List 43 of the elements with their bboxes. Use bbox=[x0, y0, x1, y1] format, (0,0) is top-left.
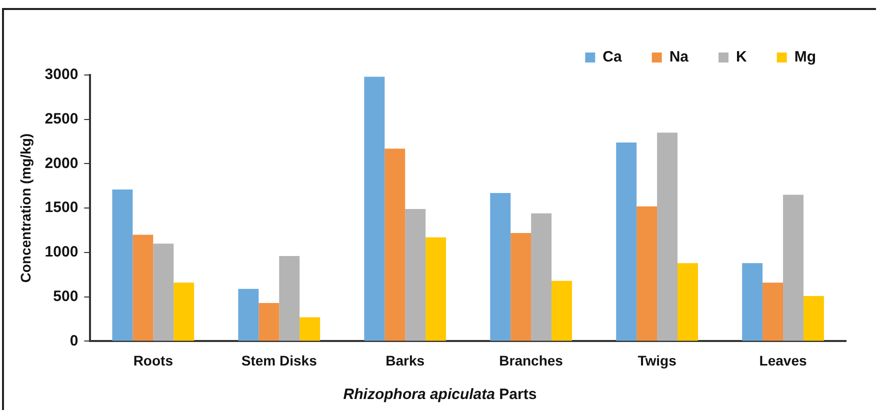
bar bbox=[803, 296, 824, 341]
bar bbox=[552, 280, 572, 341]
y-tick-label: 1000 bbox=[44, 244, 78, 261]
x-tick-label: Branches bbox=[499, 352, 564, 368]
bar bbox=[510, 232, 532, 341]
legend-label: K bbox=[736, 48, 748, 66]
bar bbox=[657, 132, 678, 341]
bar bbox=[636, 206, 658, 341]
bar bbox=[258, 303, 280, 341]
bar bbox=[762, 282, 784, 341]
bar bbox=[174, 282, 194, 341]
y-tick-label: 500 bbox=[53, 288, 78, 305]
bar bbox=[405, 208, 426, 341]
bar bbox=[279, 256, 300, 341]
y-axis-title: Concentration (mg/kg) bbox=[17, 133, 34, 283]
bar bbox=[783, 194, 804, 341]
bar bbox=[616, 142, 637, 341]
x-tick-label: Stem Disks bbox=[241, 352, 318, 368]
legend-label: Mg bbox=[794, 48, 816, 66]
bar bbox=[300, 317, 320, 341]
legend-label: Na bbox=[669, 48, 690, 66]
bar bbox=[112, 189, 133, 341]
y-tick-label: 1500 bbox=[44, 199, 78, 216]
bar bbox=[384, 148, 406, 341]
y-tick-label: 3000 bbox=[44, 66, 78, 84]
x-axis-title: Rhizophora apiculata Parts bbox=[342, 386, 538, 403]
x-tick-label: Roots bbox=[133, 352, 174, 368]
x-tick-label: Barks bbox=[386, 352, 425, 368]
bar bbox=[678, 263, 698, 341]
y-tick-label: 0 bbox=[70, 332, 78, 350]
bar bbox=[426, 237, 446, 341]
bar bbox=[531, 213, 552, 341]
legend-label: Ca bbox=[602, 48, 622, 66]
bar bbox=[742, 263, 763, 341]
bar bbox=[238, 288, 259, 341]
x-tick-label: Twigs bbox=[638, 352, 677, 368]
bar bbox=[153, 244, 174, 341]
y-tick-label: 2500 bbox=[44, 110, 78, 128]
y-tick-label: 2000 bbox=[44, 154, 78, 172]
bar bbox=[490, 193, 511, 341]
x-tick-label: Leaves bbox=[759, 352, 807, 368]
bar bbox=[364, 76, 385, 341]
bar bbox=[132, 234, 154, 341]
